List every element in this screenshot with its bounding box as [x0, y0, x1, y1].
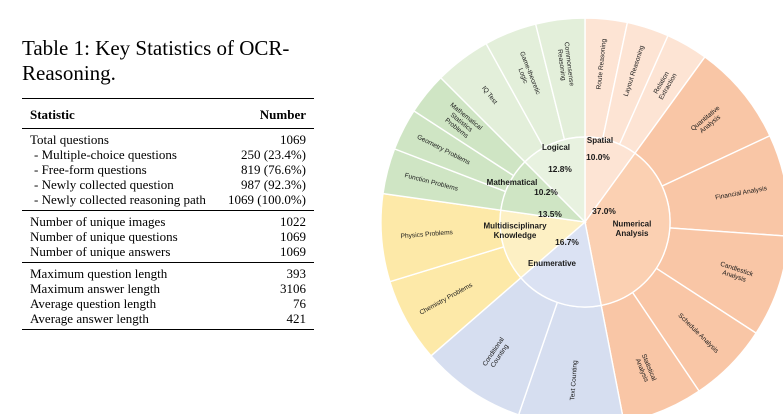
header-number: Number: [217, 98, 314, 129]
sunburst-inner-label: Numerical Analysis: [613, 219, 652, 238]
table-row: - Multiple-choice questions 250 (23.4%): [22, 147, 314, 162]
row-label: Number of unique questions: [30, 229, 178, 244]
row-label: Number of unique answers: [30, 244, 171, 259]
sunburst-outer-label: Physics Problems: [400, 229, 453, 240]
row-value: 1022: [217, 210, 314, 229]
row-value: 1069: [280, 244, 306, 259]
table-group-unique: Number of unique images 1022 Number of u…: [22, 210, 314, 263]
row-label: - Newly collected reasoning path: [34, 192, 206, 207]
table-row: - Free-form questions 819 (76.6%): [22, 162, 314, 177]
table-header-row: Statistic Number: [22, 98, 314, 129]
row-label: - Multiple-choice questions: [34, 147, 177, 162]
table-row: Average answer length 421: [22, 311, 314, 330]
sunburst-outer-label: CommonsenseReasoning: [555, 42, 575, 88]
sunburst-inner-label: Enumerative: [528, 259, 577, 268]
table-group-questions: Total questions 1069 - Multiple-choice q…: [22, 129, 314, 211]
table-row: - Newly collected question 987 (92.3%): [22, 177, 314, 192]
row-label: Maximum answer length: [30, 281, 160, 296]
table-row: Average question length 76: [22, 296, 314, 311]
row-value: 1069 (100.0%): [228, 192, 306, 207]
row-label: Total questions: [30, 132, 109, 147]
sunburst-inner-label: Mathematical: [487, 178, 538, 187]
row-value: 76: [293, 296, 306, 311]
sunburst-percent-label: 13.5%: [538, 209, 562, 219]
row-value: 250 (23.4%): [241, 147, 306, 162]
sunburst-inner-label: Spatial: [587, 136, 613, 145]
row-label: Average question length: [30, 296, 157, 311]
sunburst-outer-label: Text Counting: [569, 360, 579, 401]
row-value: 1069: [280, 229, 306, 244]
row-value: 1069: [280, 132, 306, 147]
table-row: Maximum answer length 3106: [22, 281, 314, 296]
table-row: - Newly collected reasoning path 1069 (1…: [22, 192, 314, 211]
sunburst-percent-label: 16.7%: [555, 237, 579, 247]
table-row: Number of unique answers 1069: [22, 244, 314, 263]
table-row: Maximum question length 393: [22, 262, 314, 281]
row-label: - Free-form questions: [34, 162, 147, 177]
row-label: Average answer length: [22, 311, 218, 330]
sunburst-inner-label: Logical: [542, 143, 570, 152]
sunburst-inner-segment: [584, 152, 671, 307]
sunburst-percent-label: 12.8%: [548, 164, 572, 174]
row-value: 393: [217, 262, 314, 281]
row-value: 819 (76.6%): [241, 162, 306, 177]
row-value: 3106: [280, 281, 306, 296]
table-group-lengths: Maximum question length 393 Maximum answ…: [22, 262, 314, 330]
header-statistic: Statistic: [22, 98, 218, 129]
row-label: Number of unique images: [22, 210, 218, 229]
sunburst-inner-label: Multidisciplinary Knowledge: [483, 221, 547, 240]
sunburst-percent-label: 10.2%: [534, 187, 558, 197]
row-label: Maximum question length: [22, 262, 218, 281]
sunburst-percent-label: 10.0%: [586, 152, 610, 162]
table-row: Total questions 1069: [22, 129, 314, 148]
row-value: 421: [217, 311, 314, 330]
sunburst-inner-segment: [523, 136, 586, 224]
row-label: - Newly collected question: [34, 177, 174, 192]
table-row: Number of unique images 1022: [22, 210, 314, 229]
statistics-table: Statistic Number Total questions 1069 - …: [22, 98, 314, 330]
table-caption: Table 1: Key Statistics of OCR-Reasoning…: [22, 36, 290, 85]
row-value: 987 (92.3%): [241, 177, 306, 192]
sunburst-percent-label: 37.0%: [592, 206, 616, 216]
table-row: Number of unique questions 1069: [22, 229, 314, 244]
